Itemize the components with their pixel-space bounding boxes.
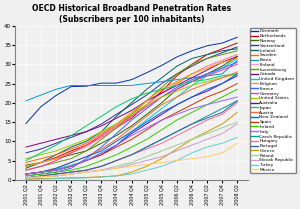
- Legend: Denmark, Netherlands, Norway, Switzerland, Iceland, Sweden, Korea, Finland, Luxe: Denmark, Netherlands, Norway, Switzerlan…: [250, 28, 296, 173]
- Title: OECD Historical Broadband Penetration Rates
(Subscribers per 100 inhabitants): OECD Historical Broadband Penetration Ra…: [32, 4, 231, 24]
